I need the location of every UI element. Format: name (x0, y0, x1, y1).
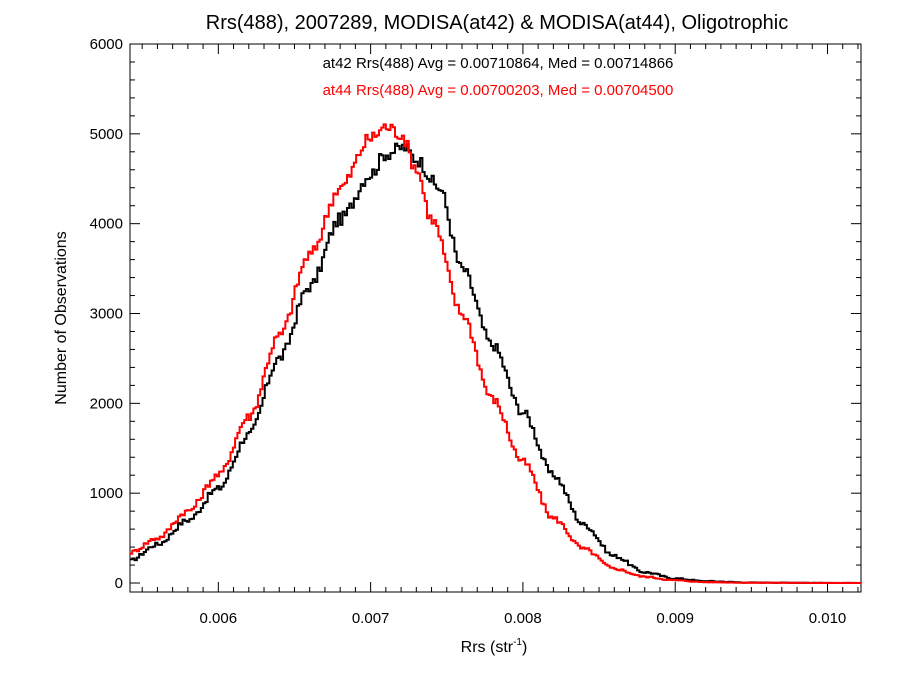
y-tick-label: 6000 (90, 36, 123, 53)
y-tick-label: 1000 (90, 485, 123, 502)
x-axis-label-text: Rrs (str (461, 639, 514, 656)
x-tick-label: 0.008 (504, 610, 542, 627)
y-tick-label: 2000 (90, 395, 123, 412)
x-axis-label: Rrs (str-1) (461, 637, 528, 656)
x-axis: 0.006 0.007 0.008 0.009 0.010 (141, 44, 859, 627)
series-layer (130, 123, 862, 585)
x-tick-label: 0.010 (809, 610, 847, 627)
y-axis-label: Number of Observations (53, 231, 70, 404)
series-line-0 (130, 142, 862, 585)
x-axis-label-tail: ) (522, 639, 527, 656)
x-axis-label-sup: -1 (513, 637, 522, 648)
y-axis: 0 1000 2000 3000 4000 5000 6000 (90, 36, 861, 592)
series-line-1 (130, 123, 862, 585)
y-tick-label: 3000 (90, 306, 123, 323)
y-tick-label: 5000 (90, 126, 123, 143)
annotation-at44: at44 Rrs(488) Avg = 0.00700203, Med = 0.… (323, 82, 674, 99)
x-tick-label: 0.009 (656, 610, 694, 627)
annotation-at42: at42 Rrs(488) Avg = 0.00710864, Med = 0.… (323, 55, 674, 72)
plot-frame (129, 43, 862, 593)
y-tick-label: 4000 (90, 216, 123, 233)
y-tick-label: 0 (115, 575, 123, 592)
chart-title: Rrs(488), 2007289, MODISA(at42) & MODISA… (206, 12, 788, 34)
x-tick-label: 0.006 (200, 610, 238, 627)
x-tick-label: 0.007 (352, 610, 390, 627)
